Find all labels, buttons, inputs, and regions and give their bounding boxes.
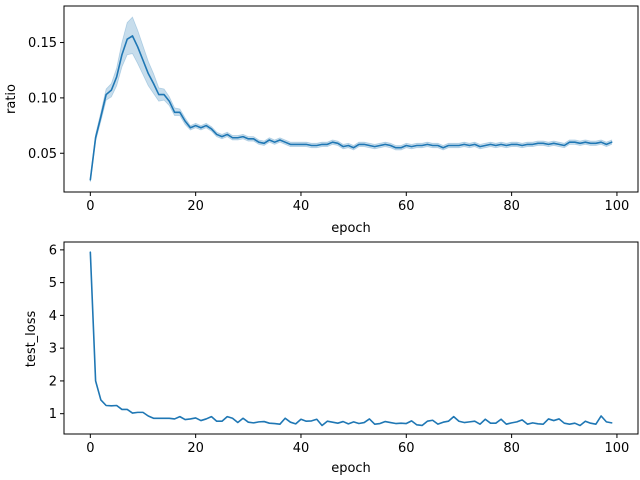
plot-frame [63, 5, 639, 193]
x-tick-label: 20 [187, 199, 204, 214]
series-line [89, 251, 613, 427]
y-axis-label: ratio [4, 84, 19, 114]
y-tick-label: 2 [49, 374, 57, 389]
x-tick-label: 60 [398, 441, 415, 456]
y-axis-label: test_loss [24, 310, 39, 367]
x-tick-label: 80 [503, 199, 520, 214]
x-axis-label: epoch [331, 461, 371, 476]
series-line [89, 35, 613, 181]
y-tick-label: 6 [49, 243, 57, 258]
x-tick-label: 100 [605, 441, 630, 456]
x-tick-label: 100 [605, 199, 630, 214]
plot-frame [63, 241, 639, 435]
x-tick-label: 20 [187, 441, 204, 456]
confidence-band [89, 16, 613, 183]
y-tick-label: 0.05 [28, 147, 57, 162]
tick-group: 0 20 40 60 80 100 1 2 3 4 5 6 [49, 243, 630, 456]
y-tick-label: 1 [49, 407, 57, 422]
x-tick-label: 40 [293, 199, 310, 214]
tick-group: 0 20 40 60 80 100 0.05 0.10 0.15 [28, 36, 629, 214]
subplot-ratio: epoch ratio 0 20 40 60 80 100 0.05 0.10 0.15 [4, 5, 639, 236]
y-tick-label: 0.10 [28, 91, 57, 106]
x-tick-label: 40 [293, 441, 310, 456]
series-group [89, 251, 613, 427]
y-tick-label: 0.15 [28, 36, 57, 51]
x-tick-label: 0 [86, 199, 94, 214]
subplot-test-loss: epoch test_loss 0 20 40 60 80 100 1 2 3 4 5 6 [24, 241, 639, 476]
y-tick-label: 5 [49, 276, 57, 291]
x-tick-label: 0 [86, 441, 94, 456]
x-tick-label: 60 [398, 199, 415, 214]
x-axis-label: epoch [331, 221, 371, 236]
series-group [89, 16, 613, 183]
y-tick-label: 3 [49, 342, 57, 357]
x-tick-label: 80 [503, 441, 520, 456]
y-tick-label: 4 [49, 309, 57, 324]
